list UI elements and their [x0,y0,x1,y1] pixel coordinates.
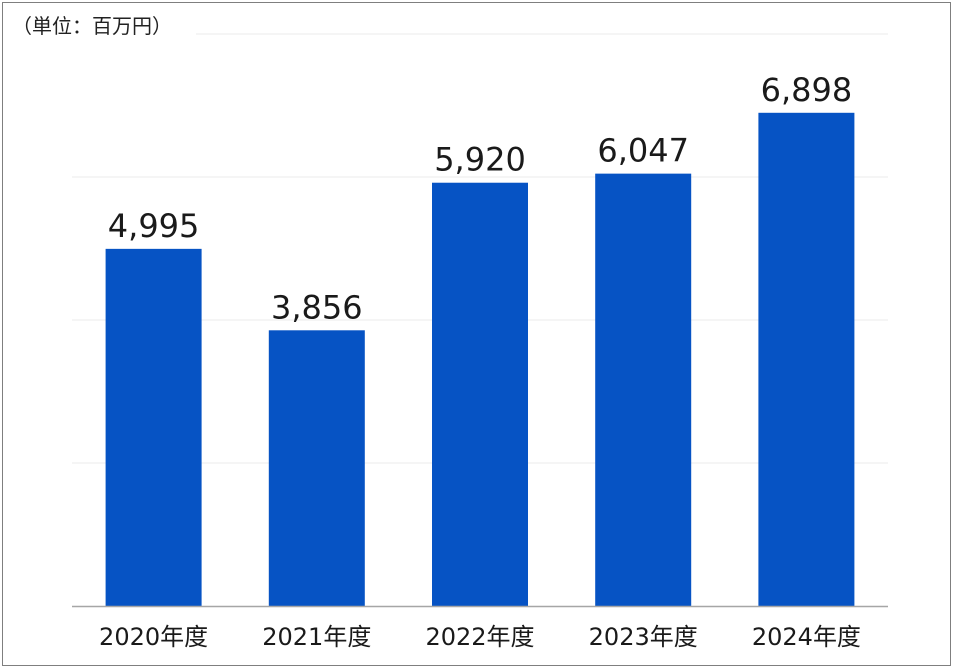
value-label: 4,995 [108,207,200,245]
value-label: 5,920 [434,141,526,179]
category-label: 2024年度 [752,623,861,651]
category-label: 2022年度 [425,623,534,651]
value-labels: 4,995 3,856 5,920 6,047 6,898 [108,71,852,327]
value-label: 3,856 [271,288,363,326]
bar-2022年度 [432,182,528,606]
bar-2021年度 [268,330,365,606]
category-label: 2023年度 [589,623,698,651]
unit-label: （単位：百万円） [12,14,172,38]
bar-2020年度 [105,248,202,607]
category-labels: 2020年度 2021年度 2022年度 2023年度 2024年度 [99,623,861,651]
value-label: 6,047 [597,132,689,170]
bars [105,112,855,607]
bar-2023年度 [595,173,692,606]
category-label: 2020年度 [99,623,208,651]
value-label: 6,898 [761,71,853,109]
bar-2024年度 [758,112,855,606]
category-label: 2021年度 [262,623,371,651]
